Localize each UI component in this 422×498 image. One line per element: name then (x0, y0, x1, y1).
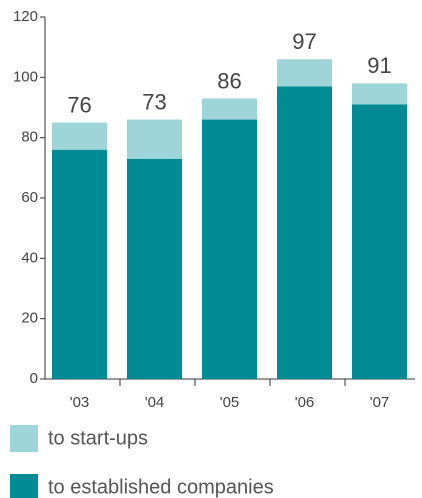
bar-segment (352, 83, 407, 105)
y-tick-label: 60 (21, 189, 38, 206)
y-tick-label: 80 (21, 129, 38, 146)
x-tick-label: '04 (145, 394, 165, 411)
bar-segment (202, 119, 257, 380)
bar-segment (127, 119, 182, 159)
y-tick-label: 100 (13, 68, 38, 85)
y-tick-label: 20 (21, 310, 38, 327)
bar-segment (52, 149, 107, 379)
legend-swatch (10, 425, 38, 452)
y-tick-label: 120 (13, 8, 38, 25)
bar-segment (352, 104, 407, 379)
x-tick-label: '03 (70, 394, 90, 411)
y-tick-label: 0 (30, 370, 38, 387)
x-tick-label: '06 (295, 394, 315, 411)
value-label: 97 (292, 29, 316, 54)
x-tick-label: '07 (370, 394, 390, 411)
y-tick-label: 40 (21, 249, 38, 266)
bar-segment (277, 86, 332, 379)
bar-segment (277, 59, 332, 87)
x-tick-label: '05 (220, 394, 240, 411)
legend-swatch (10, 474, 38, 498)
legend-label: to established companies (48, 476, 274, 498)
bar-segment (52, 122, 107, 150)
value-label: 73 (142, 89, 166, 114)
bar-segment (127, 158, 182, 379)
value-label: 76 (67, 92, 91, 117)
legend-label: to start-ups (48, 427, 148, 449)
bar-segment (202, 98, 257, 120)
value-label: 86 (217, 68, 241, 93)
value-label: 91 (367, 53, 391, 78)
